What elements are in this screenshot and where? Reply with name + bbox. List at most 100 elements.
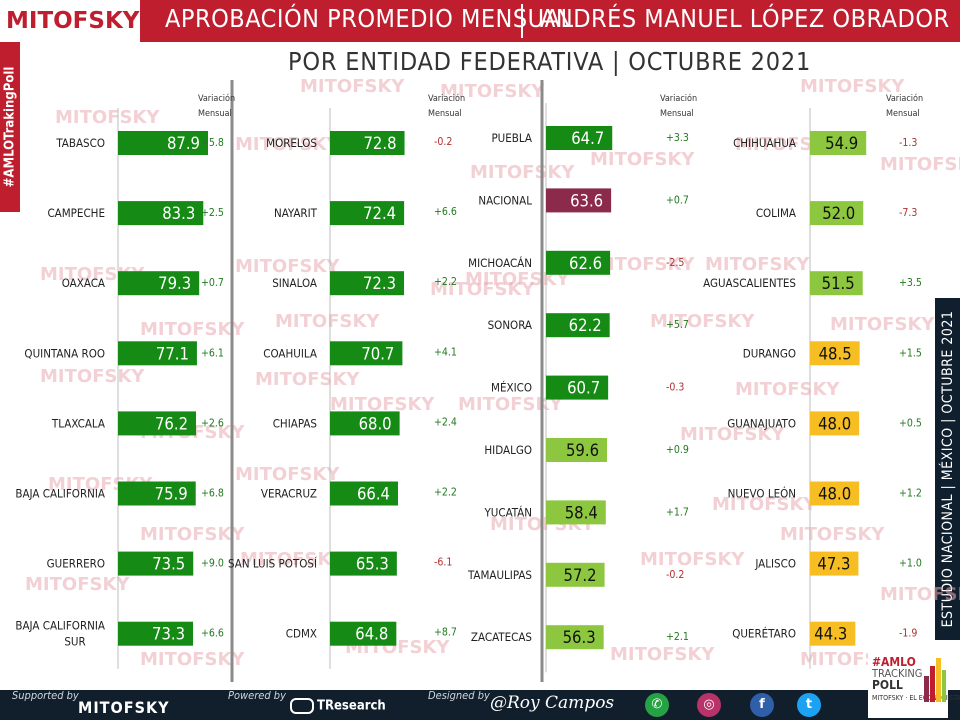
mitofsky-watermark: MITOFSKY xyxy=(140,649,245,670)
monthly-change: -0.2 xyxy=(434,136,452,148)
state-label: NUEVO LEÓN xyxy=(728,486,796,501)
state-label: MÉXICO xyxy=(491,380,532,395)
state-label: OAXACA xyxy=(62,276,105,290)
instagram-icon[interactable]: ◎ xyxy=(697,693,721,717)
approval-value: 56.3 xyxy=(563,628,596,647)
mitofsky-watermark: MITOFSKY xyxy=(830,314,935,335)
approval-bar xyxy=(546,375,609,400)
monthly-change: +5.7 xyxy=(666,319,689,331)
facebook-icon[interactable]: f xyxy=(750,693,774,717)
state-label: VERACRUZ xyxy=(261,487,317,501)
monthly-change: +0.7 xyxy=(201,277,224,289)
variation-header: Mensual xyxy=(660,109,694,119)
approval-bar xyxy=(118,551,194,576)
approval-value: 48.5 xyxy=(819,344,852,363)
state-label: QUERÉTARO xyxy=(732,626,796,641)
monthly-change: -0.2 xyxy=(666,569,684,581)
mitofsky-watermark: MITOFSKY xyxy=(235,134,340,155)
approval-bar xyxy=(546,438,608,462)
mitofsky-watermark: MITOFSKY xyxy=(430,279,535,300)
approval-value: 59.6 xyxy=(566,441,599,460)
mitofsky-watermark: MITOFSKY xyxy=(590,149,695,170)
approval-bar xyxy=(810,271,863,296)
mitofsky-watermark: MITOFSKY xyxy=(712,494,817,515)
approval-bar xyxy=(330,131,405,155)
approval-bar xyxy=(546,500,606,525)
state-label: SAN LUIS POTOSÍ xyxy=(228,556,317,571)
approval-value: 58.4 xyxy=(565,503,598,522)
approval-value: 75.9 xyxy=(155,485,188,504)
approval-bar xyxy=(330,341,403,366)
approval-bar xyxy=(118,621,194,646)
approval-value: 64.7 xyxy=(571,129,604,148)
monthly-change: +1.7 xyxy=(666,506,689,518)
approval-value: 66.4 xyxy=(357,485,390,504)
mitofsky-watermark: MITOFSKY xyxy=(55,107,160,128)
mitofsky-watermark: MITOFSKY xyxy=(705,254,810,275)
whatsapp-icon[interactable]: ✆ xyxy=(645,693,669,717)
variation-header: Variación xyxy=(660,93,697,104)
supported-by-brand: MITOFSKY xyxy=(78,698,170,717)
state-label: NAYARIT xyxy=(274,206,318,220)
hashtag-side-tag xyxy=(0,42,20,212)
designer-signature: @Roy Campos xyxy=(490,693,615,713)
mitofsky-watermark: MITOFSKY xyxy=(300,76,405,97)
monthly-change: +2.1 xyxy=(666,631,689,643)
mitofsky-watermark: MITOFSKY xyxy=(610,644,715,665)
approval-value: 72.4 xyxy=(363,204,396,223)
state-label: CHIHUAHUA xyxy=(733,136,796,150)
title-divider xyxy=(521,4,523,38)
state-label: SINALOA xyxy=(272,276,317,290)
approval-value: 83.3 xyxy=(162,204,195,223)
state-label: PUEBLA xyxy=(491,131,532,145)
approval-value: 48.0 xyxy=(818,485,851,504)
approval-value: 70.7 xyxy=(361,344,394,363)
monthly-change: -1.3 xyxy=(899,137,917,149)
badge-poll: POLL xyxy=(872,678,903,692)
monthly-change: +1.0 xyxy=(899,558,922,570)
mitofsky-watermark: MITOFSKY xyxy=(458,394,563,415)
monthly-change: +2.6 xyxy=(201,417,224,429)
approval-value: 73.3 xyxy=(152,625,185,644)
state-label: MICHOACÁN xyxy=(468,255,532,270)
approval-value: 68.0 xyxy=(359,414,392,433)
monthly-change: +8.7 xyxy=(434,627,457,639)
monthly-change: +6.8 xyxy=(201,488,224,500)
monthly-change: -7.3 xyxy=(899,207,917,219)
mitofsky-watermark: MITOFSKY xyxy=(275,311,380,332)
approval-bar xyxy=(810,411,860,436)
state-label: TLAXCALA xyxy=(51,416,105,430)
state-label: GUERRERO xyxy=(47,557,105,571)
state-label: COAHUILA xyxy=(263,346,317,360)
state-label: BAJA CALIFORNIA xyxy=(15,619,105,633)
monthly-change: -2.5 xyxy=(666,257,684,269)
state-label: DURANGO xyxy=(743,346,796,360)
powered-by-brand: TResearch xyxy=(290,698,386,714)
approval-value: 62.6 xyxy=(569,254,602,273)
monthly-change: +3.3 xyxy=(666,132,689,144)
approval-bar xyxy=(546,188,612,213)
mitofsky-watermark: MITOFSKY xyxy=(880,584,960,605)
twitter-icon[interactable]: t xyxy=(797,693,821,717)
monthly-change: -1.9 xyxy=(899,628,917,640)
logo-box: MITOFSKY xyxy=(0,0,140,42)
state-label: CDMX xyxy=(286,627,317,641)
state-label: YUCATÁN xyxy=(483,504,532,519)
approval-bar xyxy=(546,250,611,275)
tresearch-icon xyxy=(290,698,314,714)
approval-value: 63.6 xyxy=(570,191,603,210)
chart-title: APROBACIÓN PROMEDIO MENSUAL xyxy=(165,4,574,33)
monthly-change: +3.5 xyxy=(899,277,922,289)
state-label: TAMAULIPAS xyxy=(467,568,532,582)
mitofsky-watermark: MITOFSKY xyxy=(25,574,130,595)
mitofsky-watermark: MITOFSKY xyxy=(140,524,245,545)
variation-header: Variación xyxy=(886,93,923,104)
variation-header: Variación xyxy=(198,93,235,104)
mitofsky-watermark: MITOFSKY xyxy=(330,394,435,415)
state-label: GUANAJUATO xyxy=(727,416,796,430)
header-bar xyxy=(0,0,960,42)
chart-title-person: ANDRÉS MANUEL LÓPEZ OBRADOR xyxy=(540,4,950,33)
approval-value: 54.9 xyxy=(825,134,858,153)
mitofsky-watermark: MITOFSKY xyxy=(255,369,360,390)
state-label: SUR xyxy=(64,635,85,649)
